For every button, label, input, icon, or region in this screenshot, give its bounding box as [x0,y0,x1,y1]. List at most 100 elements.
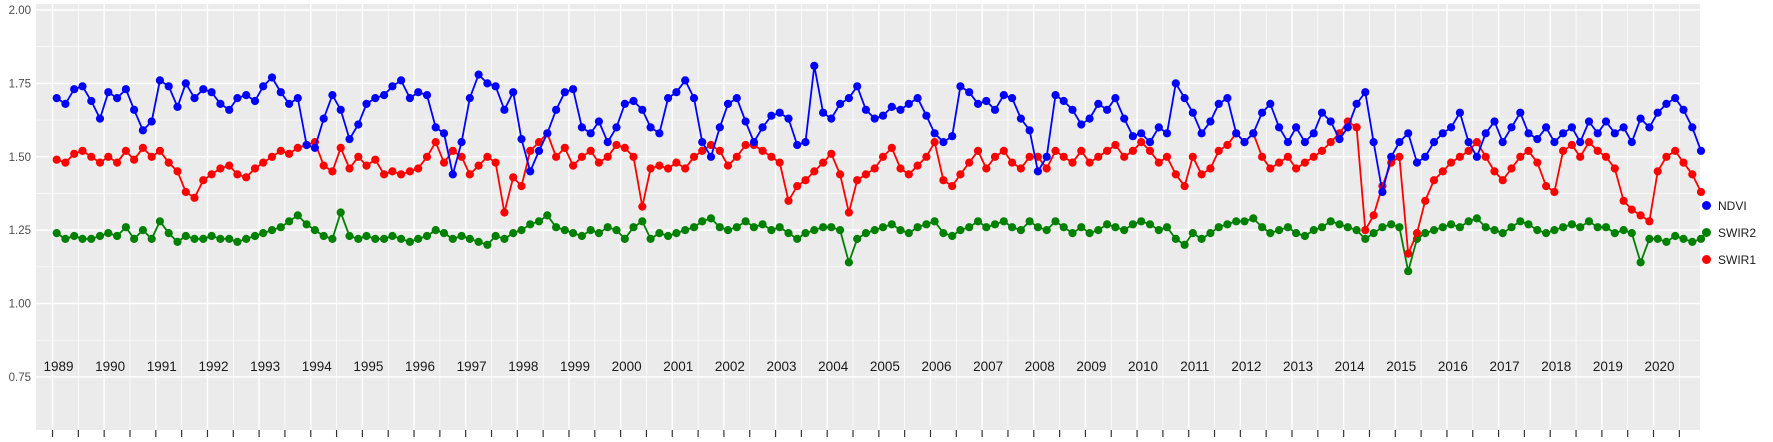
y-axis-tick-label: 2.00 [9,5,31,17]
swir1-point [1447,158,1456,167]
swir2-point [741,217,750,226]
swir1-point [1412,229,1422,238]
swir1-point [1197,170,1206,179]
y-axis-tick-label: 0.75 [9,372,31,384]
swir1-point [1567,140,1576,150]
ndvi-point [302,140,311,150]
swir1-point [474,161,483,170]
swir1-point [956,170,965,179]
swir1-point [509,173,518,182]
swir1-point [948,182,957,191]
swir1-point [990,152,1000,161]
ndvi-point [1214,99,1223,108]
x-axis-year-label: 1990 [95,359,125,374]
ndvi-point [672,88,681,97]
x-axis-year-label: 1997 [457,359,487,374]
ndvi-point [216,99,225,108]
x-axis-year-label: 2003 [767,359,797,374]
swir2-point [267,226,277,235]
ndvi-point [526,167,535,176]
ndvi-point [965,88,974,97]
swir1-point [853,176,862,185]
ndvi-point [1455,108,1464,117]
swir2-point [526,220,535,229]
swir1-point [827,149,836,158]
swir1-point [439,158,449,167]
swir2-point [1653,234,1662,243]
ndvi-point [1498,138,1507,147]
x-axis-year-label: 2011 [1180,359,1209,374]
ndvi-point [336,105,345,114]
swir1-point [689,152,699,161]
swir2-legend-dot-icon [1702,228,1711,237]
swir1-point [1111,140,1120,150]
swir2-point [1145,220,1155,229]
ndvi-point [1309,129,1318,138]
swir1-point [810,167,819,176]
ndvi-point [491,82,500,91]
ndvi-point [1068,105,1077,114]
ndvi-point [569,85,578,94]
ndvi-point [1154,123,1163,132]
swir1-point [1533,158,1542,167]
ndvi-point [758,123,767,132]
swir2-point [706,214,716,223]
swir2-point [784,229,793,238]
ndvi-point [534,146,544,155]
swir1-point [190,193,199,202]
ndvi-point [1171,79,1180,88]
swir2-point [225,234,234,243]
swir2-point [147,234,156,243]
ndvi-point [1429,138,1439,147]
swir2-point [474,237,483,246]
swir1-point [285,149,294,158]
swir1-point [431,138,440,147]
ndvi-point [1059,96,1068,106]
swir1-point [1584,138,1594,147]
swir2-point [552,223,561,232]
ndvi-point [1077,120,1086,129]
swir1-point [732,152,741,161]
ndvi-point [1300,138,1309,147]
swir1-point [1559,146,1568,155]
swir1-point [1688,170,1697,179]
swir2-point [990,220,1000,229]
ndvi-point [78,82,87,91]
ndvi-point [1404,129,1413,138]
swir2-point [948,231,957,241]
legend-item-ndvi: NDVI [1702,192,1772,219]
swir2-point [758,220,767,229]
swir2-point [397,234,406,243]
swir1-point [500,208,509,217]
swir2-point [207,231,216,241]
ndvi-point [1008,94,1017,103]
swir2-point [775,223,784,232]
swir2-point [414,234,423,243]
swir1-point [819,158,828,167]
ndvi-point [775,108,784,117]
swir2-point [345,231,354,241]
ndvi-point [784,114,793,123]
x-axis-year-label: 2014 [1335,359,1366,374]
swir1-point [758,146,767,155]
legend-label-swir2: SWIR2 [1718,225,1757,240]
ndvi-point [698,138,707,147]
ndvi-point [1524,129,1533,138]
swir2-point [1645,234,1654,243]
swir2-point [836,226,845,235]
swir2-point [1162,223,1172,232]
x-axis-year-label: 2001 [663,359,693,374]
swir1-point [930,138,939,147]
swir2-point [543,211,552,220]
x-axis-year-label: 2002 [715,359,745,374]
swir2-point [1137,217,1146,226]
x-axis-year-label: 1999 [560,359,590,374]
swir2-point [819,223,828,232]
swir2-point [1188,229,1197,238]
ndvi-point [319,114,328,123]
ndvi-point [922,111,931,120]
ndvi-point [1292,123,1301,132]
ndvi-point [1111,94,1120,103]
ndvi-point [990,105,1000,114]
